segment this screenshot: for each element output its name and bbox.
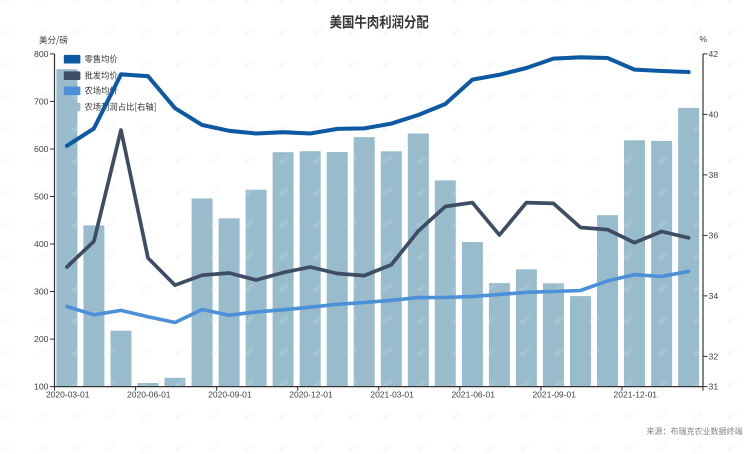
svg-text:500: 500	[34, 192, 49, 202]
svg-text:2021-09-01: 2021-09-01	[532, 390, 576, 400]
svg-text:2020-06-01: 2020-06-01	[127, 390, 171, 400]
svg-text:40: 40	[709, 110, 719, 120]
svg-text:800: 800	[34, 49, 49, 59]
svg-text:2021-12-01: 2021-12-01	[614, 390, 658, 400]
svg-text:100: 100	[34, 382, 49, 392]
svg-text:2020-03-01: 2020-03-01	[46, 390, 90, 400]
svg-text:2021-03-01: 2021-03-01	[370, 390, 414, 400]
svg-text:2020-12-01: 2020-12-01	[289, 390, 333, 400]
svg-text:31: 31	[709, 382, 719, 392]
svg-text:2021-06-01: 2021-06-01	[451, 390, 495, 400]
svg-text:34: 34	[709, 291, 719, 301]
svg-text:600: 600	[34, 144, 49, 154]
svg-text:400: 400	[34, 239, 49, 249]
svg-text:38: 38	[709, 170, 719, 180]
svg-text:2020-09-01: 2020-09-01	[208, 390, 252, 400]
svg-text:36: 36	[709, 231, 719, 241]
svg-text:700: 700	[34, 97, 49, 107]
svg-text:32: 32	[709, 352, 719, 362]
svg-text:42: 42	[709, 49, 719, 59]
svg-text:300: 300	[34, 287, 49, 297]
svg-text:%: %	[700, 34, 708, 44]
svg-text:200: 200	[34, 334, 49, 344]
